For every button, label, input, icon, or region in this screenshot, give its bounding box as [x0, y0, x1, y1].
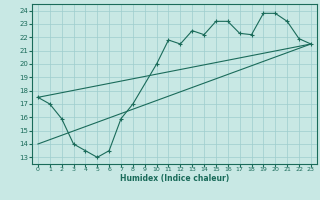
- X-axis label: Humidex (Indice chaleur): Humidex (Indice chaleur): [120, 174, 229, 183]
